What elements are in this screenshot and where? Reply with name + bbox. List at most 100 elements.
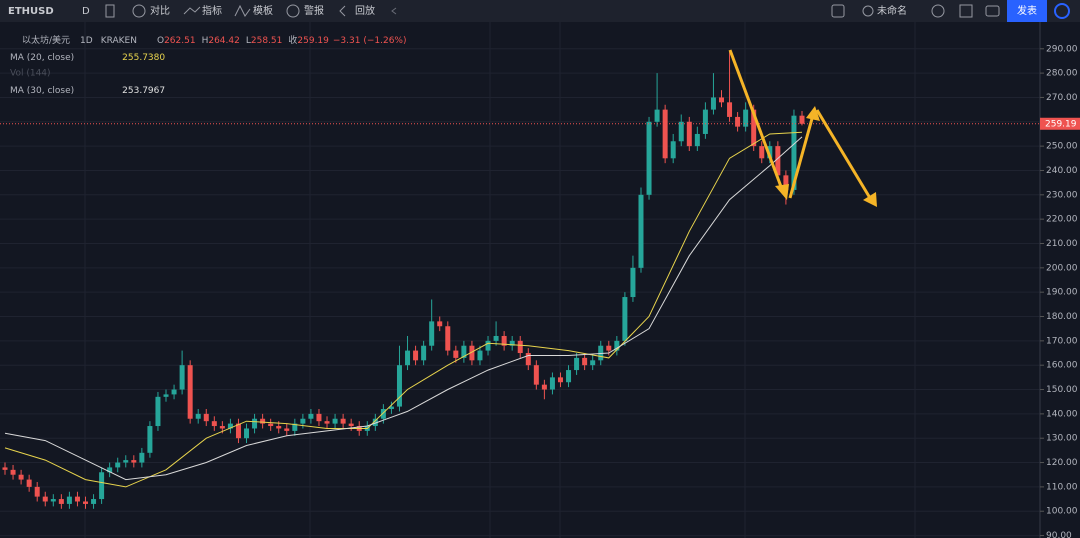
y-tick-label: 220.00 [1046, 215, 1078, 225]
candle-body [396, 365, 402, 407]
candle-body [372, 418, 378, 427]
arrow-head [863, 192, 877, 207]
candle-body [91, 499, 97, 504]
replay-icon[interactable] [339, 5, 346, 17]
legend-symbol: 以太坊/美元 1D KRAKEN O262.51 H264.42 L258.51 收259.… [22, 34, 407, 46]
candle-body [453, 350, 459, 358]
l-label: L [246, 36, 251, 46]
toolbar [0, 0, 1080, 22]
candle-icon[interactable] [105, 4, 115, 18]
candle-body [2, 467, 8, 470]
arrow-head [806, 106, 820, 121]
indicators[interactable]: 指标 [202, 4, 222, 17]
publish-button[interactable] [1007, 0, 1047, 22]
ma20-name: MA (20, close) [10, 53, 74, 63]
candle-body [203, 413, 209, 422]
candle-body [485, 340, 491, 351]
compare-icon[interactable] [132, 4, 146, 18]
candle-body [678, 121, 684, 142]
h-label: H [202, 36, 209, 46]
play-icon[interactable] [1054, 3, 1070, 19]
candle-body [324, 421, 330, 424]
undo-icon[interactable] [391, 7, 397, 15]
templates[interactable]: 模板 [253, 4, 273, 17]
candle-body [445, 326, 451, 351]
candle-body [155, 396, 161, 427]
candle-body [26, 479, 32, 487]
indicator-icon[interactable] [183, 6, 201, 15]
candle-body [582, 357, 588, 366]
candle-body [107, 467, 113, 473]
candle-body [686, 121, 692, 147]
candle-body [195, 413, 201, 419]
candle-body [614, 340, 620, 351]
price-label-bg [1040, 117, 1080, 130]
y-tick-label: 90.00 [1046, 531, 1072, 538]
candle-body [590, 360, 596, 366]
layout-name[interactable]: 未命名 [877, 4, 907, 17]
candle-body [58, 499, 64, 504]
select-icon[interactable] [831, 4, 845, 18]
legend-interval: 1D [80, 36, 93, 46]
candle-body [694, 133, 700, 147]
candle-body [509, 340, 515, 346]
publish[interactable]: 发表 [1017, 4, 1037, 17]
y-tick-label: 170.00 [1046, 336, 1078, 346]
y-tick-label: 180.00 [1046, 312, 1078, 322]
cloud-icon[interactable] [862, 5, 874, 17]
y-tick-label: 160.00 [1046, 361, 1078, 371]
ma30-value: 253.7967 [122, 86, 165, 96]
y-tick-label: 230.00 [1046, 190, 1078, 200]
symbol[interactable]: ETHUSD [8, 6, 54, 17]
candle-body [710, 97, 716, 110]
candle-body [767, 146, 773, 159]
ma30-legend: MA (30, close) 253.7967 [10, 86, 165, 96]
candle-body [34, 486, 40, 497]
candle-body [171, 389, 177, 395]
candle-body [783, 175, 789, 190]
y-tick-label: 190.00 [1046, 288, 1078, 298]
candle-body [791, 115, 797, 190]
candle-body [775, 146, 781, 176]
candle-body [735, 116, 741, 127]
candle-body [662, 109, 668, 159]
candle-body [759, 146, 765, 159]
candle-body [566, 370, 572, 383]
alert-icon[interactable] [286, 4, 300, 18]
candle-body [638, 194, 644, 268]
candle-body [10, 469, 16, 475]
candle-body [139, 452, 145, 463]
compare[interactable]: 对比 [150, 4, 170, 17]
candle-body [751, 109, 757, 147]
candle-body [574, 357, 580, 371]
y-tick-label: 140.00 [1046, 409, 1078, 419]
exchange: KRAKEN [101, 36, 137, 46]
candle-body [252, 418, 258, 429]
candle-body [437, 321, 443, 327]
candle-body [292, 423, 298, 431]
candle-body [646, 121, 652, 195]
change: −3.31 (−1.26%) [333, 36, 407, 46]
candle-body [718, 97, 724, 103]
ma30-name: MA (30, close) [10, 86, 74, 96]
candle-body [348, 423, 354, 427]
candle-body [405, 350, 411, 366]
replay[interactable]: 回放 [355, 4, 375, 17]
candle-body [517, 340, 523, 354]
candle-body [211, 421, 217, 427]
settings-icon[interactable] [931, 4, 945, 18]
h-value: 264.42 [208, 36, 240, 46]
candle-body [493, 335, 499, 341]
candle-body [630, 267, 636, 298]
snapshot-icon[interactable] [985, 5, 1000, 17]
y-tick-label: 200.00 [1046, 263, 1078, 273]
fullscreen-icon[interactable] [959, 4, 973, 18]
c-label: 收 [288, 34, 297, 46]
template-icon[interactable] [234, 4, 251, 17]
interval[interactable]: D [82, 6, 90, 17]
candle-body [147, 426, 153, 453]
y-tick-label: 100.00 [1046, 507, 1078, 517]
alert[interactable]: 警报 [304, 4, 324, 17]
candle-body [227, 423, 233, 429]
